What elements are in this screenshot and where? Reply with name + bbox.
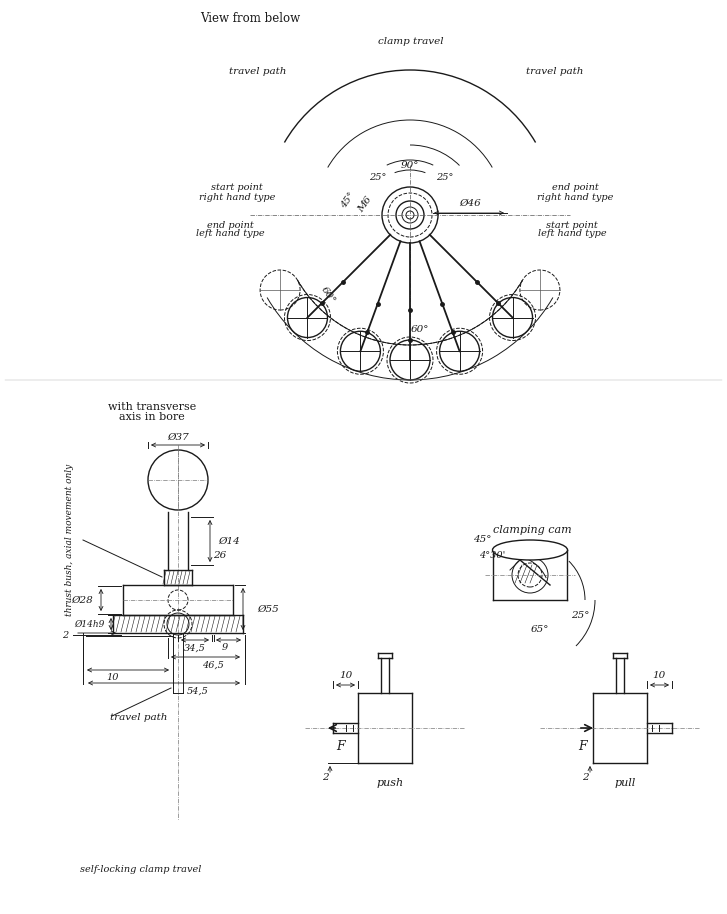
Text: 9: 9 bbox=[222, 643, 228, 653]
Text: travel path: travel path bbox=[526, 68, 584, 77]
Text: 90°: 90° bbox=[401, 161, 419, 169]
Text: 10: 10 bbox=[652, 671, 666, 679]
Text: 2: 2 bbox=[62, 631, 68, 640]
Text: travel path: travel path bbox=[229, 68, 286, 77]
Text: clamping cam: clamping cam bbox=[493, 525, 571, 535]
Text: end point: end point bbox=[552, 184, 598, 193]
Text: Ø46: Ø46 bbox=[459, 198, 481, 207]
Text: 60°: 60° bbox=[411, 325, 429, 335]
Text: left hand type: left hand type bbox=[196, 229, 265, 239]
Text: F: F bbox=[337, 739, 345, 752]
Text: 25°: 25° bbox=[436, 174, 454, 183]
Text: 25°: 25° bbox=[369, 174, 387, 183]
Text: self-locking clamp travel: self-locking clamp travel bbox=[80, 866, 201, 875]
Text: push: push bbox=[377, 778, 403, 788]
Text: Ø28: Ø28 bbox=[71, 596, 93, 604]
Text: Ø14: Ø14 bbox=[218, 537, 240, 546]
Text: 10: 10 bbox=[107, 674, 119, 683]
Text: 45°: 45° bbox=[473, 536, 491, 545]
Text: 60°: 60° bbox=[319, 285, 337, 305]
Text: 26: 26 bbox=[213, 551, 226, 560]
Text: View from below: View from below bbox=[200, 12, 300, 25]
Text: 2: 2 bbox=[321, 773, 329, 782]
Text: Ø37: Ø37 bbox=[167, 432, 189, 441]
Text: 54,5: 54,5 bbox=[187, 686, 209, 696]
Text: pull: pull bbox=[614, 778, 635, 788]
Text: 10: 10 bbox=[340, 671, 353, 679]
Text: 4°30': 4°30' bbox=[479, 550, 505, 559]
Text: start point: start point bbox=[211, 184, 263, 193]
Text: start point: start point bbox=[546, 220, 598, 229]
Text: right hand type: right hand type bbox=[198, 193, 276, 201]
Text: M6: M6 bbox=[356, 196, 374, 215]
Text: end point: end point bbox=[206, 220, 254, 229]
Text: travel path: travel path bbox=[110, 714, 167, 722]
Text: with transverse: with transverse bbox=[108, 402, 196, 412]
Text: 2: 2 bbox=[582, 773, 588, 782]
Text: 34,5: 34,5 bbox=[184, 643, 206, 653]
Text: axis in bore: axis in bore bbox=[119, 412, 185, 422]
Text: 46,5: 46,5 bbox=[202, 661, 224, 669]
Text: 25°: 25° bbox=[571, 611, 590, 620]
Text: Ø14h9: Ø14h9 bbox=[75, 620, 105, 629]
Text: 65°: 65° bbox=[531, 625, 550, 634]
Text: 45°: 45° bbox=[340, 190, 357, 209]
Ellipse shape bbox=[492, 540, 568, 560]
Text: right hand type: right hand type bbox=[537, 193, 613, 201]
Text: clamp travel: clamp travel bbox=[378, 37, 443, 47]
Text: F: F bbox=[579, 739, 587, 752]
Text: thrust bush, axial movement only: thrust bush, axial movement only bbox=[65, 464, 74, 616]
Text: Ø55: Ø55 bbox=[257, 604, 278, 613]
Text: left hand type: left hand type bbox=[538, 229, 606, 239]
